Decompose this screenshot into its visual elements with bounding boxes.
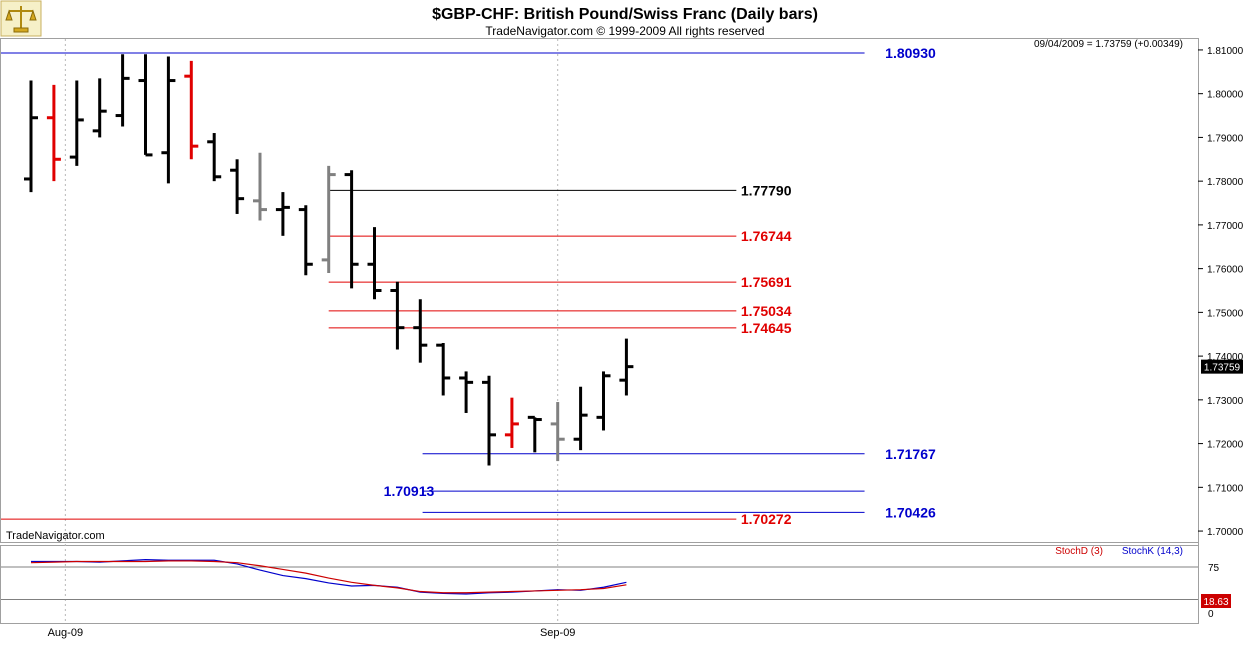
ohlc-bar bbox=[230, 159, 245, 214]
copyright-text: TradeNavigator.com © 1999-2009 All right… bbox=[485, 24, 764, 38]
ohlc-bar bbox=[550, 402, 565, 462]
logo-icon bbox=[0, 0, 42, 37]
y-tick-label: 1.81000 bbox=[1207, 46, 1244, 57]
ohlc-bar bbox=[573, 386, 588, 451]
level-label: 1.74645 bbox=[741, 320, 792, 336]
level-label: 1.75034 bbox=[741, 303, 792, 319]
ohlc-bar bbox=[184, 60, 199, 160]
level-label: 1.71767 bbox=[885, 446, 936, 462]
ohlc-bar bbox=[367, 227, 382, 300]
stochastic-panel: 75 0 bbox=[1, 559, 1220, 620]
level-label: 1.80930 bbox=[885, 45, 936, 61]
ohlc-bar bbox=[482, 375, 496, 466]
y-tick-label: 1.80000 bbox=[1207, 90, 1244, 101]
y-tick-label: 1.75000 bbox=[1207, 308, 1244, 319]
ohlc-bar bbox=[207, 133, 222, 182]
ohlc-bar bbox=[504, 397, 519, 448]
level-label: 1.70913 bbox=[384, 483, 435, 499]
level-label: 1.70272 bbox=[741, 511, 792, 527]
date-axis: Aug-09 Sep-09 bbox=[48, 627, 576, 639]
ohlc-bars bbox=[24, 54, 634, 466]
ohlc-bar bbox=[24, 80, 38, 193]
price-levels: 1.80930 1.77790 1.76744 1.75691 1.750341.746… bbox=[1, 45, 936, 527]
stoch-panel-frame bbox=[0, 545, 1199, 624]
ohlc-bar bbox=[92, 78, 107, 138]
ohlc-bar bbox=[390, 281, 405, 350]
ohlc-bar bbox=[138, 54, 153, 157]
y-tick-label: 1.72000 bbox=[1207, 440, 1244, 451]
x-tick-label: Aug-09 bbox=[48, 627, 83, 639]
ohlc-bar bbox=[527, 415, 542, 453]
y-tick-label: 1.78000 bbox=[1207, 177, 1244, 188]
watermark: TradeNavigator.com bbox=[6, 530, 105, 542]
y-tick-label: 1.70000 bbox=[1207, 527, 1244, 538]
stoch-d-line bbox=[30, 560, 627, 594]
stoch-last-label: 18.63 bbox=[1203, 597, 1228, 608]
y-tick-label: 1.71000 bbox=[1207, 483, 1244, 494]
level-label: 1.70426 bbox=[885, 504, 936, 520]
y-tick-label: 1.74000 bbox=[1207, 352, 1244, 363]
level-label: 1.75691 bbox=[741, 274, 792, 290]
ohlc-bar bbox=[436, 342, 451, 396]
month-gridlines bbox=[64, 39, 559, 623]
chart-title: $GBP-CHF: British Pound/Swiss Franc (Dai… bbox=[432, 6, 818, 23]
ohlc-bar bbox=[619, 338, 634, 396]
ohlc-bar bbox=[459, 371, 474, 413]
stoch-tick-label: 75 bbox=[1208, 563, 1220, 574]
y-tick-label: 1.76000 bbox=[1207, 265, 1244, 276]
last-price-label: 1.73759 bbox=[1204, 363, 1241, 374]
last-price-flag: 1.73759 bbox=[1201, 359, 1243, 374]
ohlc-bar bbox=[344, 170, 359, 289]
stoch-k-line bbox=[31, 559, 627, 595]
stoch-k-legend: StochK (14,3) bbox=[1122, 546, 1183, 557]
ohlc-bar bbox=[275, 192, 290, 236]
y-tick-label: 1.77000 bbox=[1207, 221, 1244, 232]
stoch-tick-label: 0 bbox=[1208, 609, 1214, 620]
ohlc-bar bbox=[298, 205, 313, 276]
ohlc-bar bbox=[115, 54, 130, 127]
stoch-last-flag: 18.63 bbox=[1201, 594, 1231, 608]
level-label: 1.76744 bbox=[741, 228, 792, 244]
ohlc-bar bbox=[253, 152, 267, 221]
quote-readout: 09/04/2009 = 1.73759 (+0.00349) bbox=[1034, 39, 1183, 50]
ohlc-bar bbox=[321, 165, 336, 274]
stoch-d-legend: StochD (3) bbox=[1055, 546, 1103, 557]
ohlc-bar bbox=[413, 299, 428, 363]
ohlc-bar bbox=[161, 56, 176, 184]
price-panel-frame bbox=[0, 38, 1199, 543]
level-label: 1.77790 bbox=[741, 182, 792, 198]
price-axis: 1.70000 1.71000 1.72000 1.73000 1.74000 1.750… bbox=[1198, 46, 1244, 538]
y-tick-label: 1.73000 bbox=[1207, 396, 1244, 407]
y-tick-label: 1.79000 bbox=[1207, 133, 1244, 144]
x-tick-label: Sep-09 bbox=[540, 627, 575, 639]
ohlc-bar bbox=[596, 371, 611, 431]
ohlc-bar bbox=[46, 84, 61, 182]
ohlc-bar bbox=[69, 80, 84, 166]
